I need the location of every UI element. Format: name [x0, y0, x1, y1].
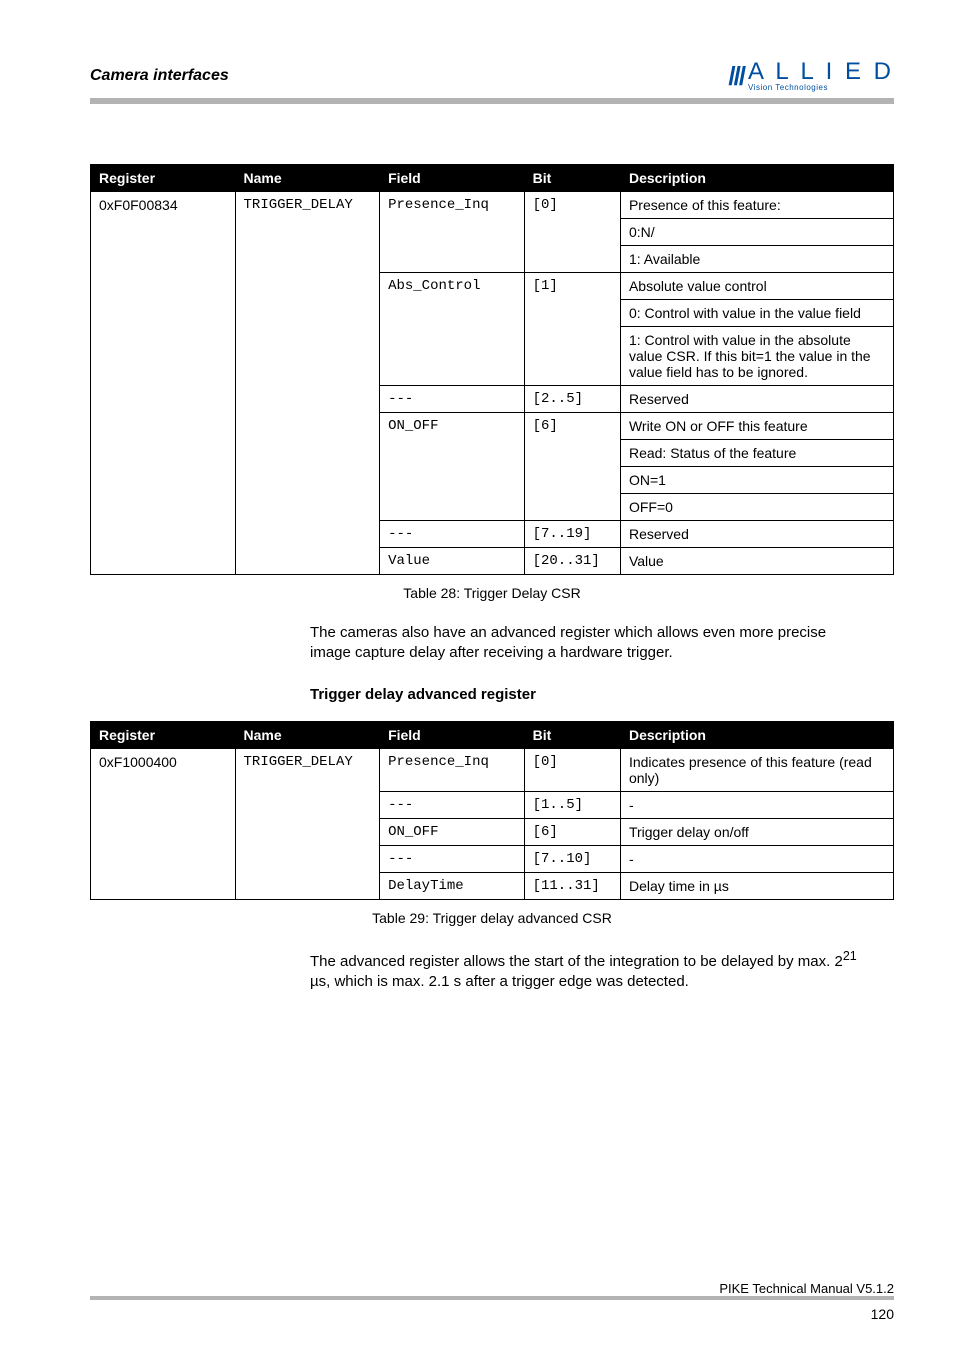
cell-bit: [7..19] [524, 521, 620, 548]
cell-bit: [2..5] [524, 386, 620, 413]
col-field: Field [380, 721, 525, 748]
col-bit: Bit [524, 165, 620, 192]
footer-page-number: 120 [871, 1306, 894, 1322]
cell-field: Presence_Inq [380, 192, 525, 273]
cell-field: Abs_Control [380, 273, 525, 386]
page-header: Camera interfaces /// A L L I E D Vision… [90, 60, 894, 92]
cell-register: 0xF1000400 [91, 748, 236, 899]
cell-description: Presence of this feature: [620, 192, 893, 219]
cell-description: Indicates presence of this feature (read… [620, 748, 893, 791]
col-name: Name [235, 165, 380, 192]
footer-doc-title: PIKE Technical Manual V5.1.2 [719, 1281, 894, 1296]
cell-description: Value [620, 548, 893, 575]
col-register: Register [91, 165, 236, 192]
cell-description: ON=1 [620, 467, 893, 494]
footer-divider [90, 1296, 894, 1300]
trigger-delay-advanced-csr-table: Register Name Field Bit Description 0xF1… [90, 721, 894, 900]
section-title: Camera interfaces [90, 67, 229, 85]
cell-bit: [20..31] [524, 548, 620, 575]
cell-register: 0xF0F00834 [91, 192, 236, 575]
body-paragraph-1: The cameras also have an advanced regist… [310, 623, 860, 664]
cell-description: 1: Available [620, 246, 893, 273]
cell-description: - [620, 845, 893, 872]
logo-sub-text: Vision Technologies [748, 84, 894, 92]
logo-main-text: A L L I E D [748, 60, 894, 84]
cell-bit: [1..5] [524, 791, 620, 818]
cell-bit: [0] [524, 192, 620, 273]
cell-bit: [6] [524, 413, 620, 521]
table2-caption: Table 29: Trigger delay advanced CSR [90, 910, 894, 926]
cell-description: Delay time in µs [620, 872, 893, 899]
col-desc: Description [620, 165, 893, 192]
cell-field: DelayTime [380, 872, 525, 899]
cell-description: 0: Control with value in the value field [620, 300, 893, 327]
cell-name: TRIGGER_DELAY [235, 748, 380, 899]
cell-description: 0:N/ [620, 219, 893, 246]
col-name: Name [235, 721, 380, 748]
col-field: Field [380, 165, 525, 192]
body-paragraph-2: The advanced register allows the start o… [310, 948, 860, 993]
para2-text-b: µs, which is max. 2.1 s after a trigger … [310, 973, 689, 990]
logo-slashes-icon: /// [728, 61, 744, 92]
cell-description: Reserved [620, 386, 893, 413]
cell-field: --- [380, 386, 525, 413]
cell-field: --- [380, 845, 525, 872]
brand-logo: /// A L L I E D Vision Technologies [728, 60, 894, 92]
cell-description: Reserved [620, 521, 893, 548]
cell-field: ON_OFF [380, 818, 525, 845]
cell-description: Read: Status of the feature [620, 440, 893, 467]
header-divider [90, 98, 894, 104]
table-header-row: Register Name Field Bit Description [91, 721, 894, 748]
cell-name: TRIGGER_DELAY [235, 192, 380, 575]
cell-field: Presence_Inq [380, 748, 525, 791]
cell-bit: [11..31] [524, 872, 620, 899]
cell-bit: [6] [524, 818, 620, 845]
table-row: 0xF0F00834TRIGGER_DELAYPresence_Inq[0]Pr… [91, 192, 894, 219]
page-footer: PIKE Technical Manual V5.1.2 120 [90, 1281, 894, 1322]
table-header-row: Register Name Field Bit Description [91, 165, 894, 192]
trigger-delay-csr-table: Register Name Field Bit Description 0xF0… [90, 164, 894, 575]
cell-field: --- [380, 791, 525, 818]
col-bit: Bit [524, 721, 620, 748]
cell-field: Value [380, 548, 525, 575]
col-register: Register [91, 721, 236, 748]
cell-field: ON_OFF [380, 413, 525, 521]
cell-description: - [620, 791, 893, 818]
cell-field: --- [380, 521, 525, 548]
para2-exponent: 21 [843, 949, 857, 963]
advanced-register-heading: Trigger delay advanced register [310, 686, 894, 703]
table-row: 0xF1000400TRIGGER_DELAYPresence_Inq[0]In… [91, 748, 894, 791]
cell-description: Absolute value control [620, 273, 893, 300]
cell-bit: [1] [524, 273, 620, 386]
para2-text-a: The advanced register allows the start o… [310, 953, 843, 970]
cell-bit: [0] [524, 748, 620, 791]
cell-description: Trigger delay on/off [620, 818, 893, 845]
table1-caption: Table 28: Trigger Delay CSR [90, 585, 894, 601]
col-desc: Description [620, 721, 893, 748]
cell-description: 1: Control with value in the absolute va… [620, 327, 893, 386]
cell-description: Write ON or OFF this feature [620, 413, 893, 440]
cell-description: OFF=0 [620, 494, 893, 521]
cell-bit: [7..10] [524, 845, 620, 872]
